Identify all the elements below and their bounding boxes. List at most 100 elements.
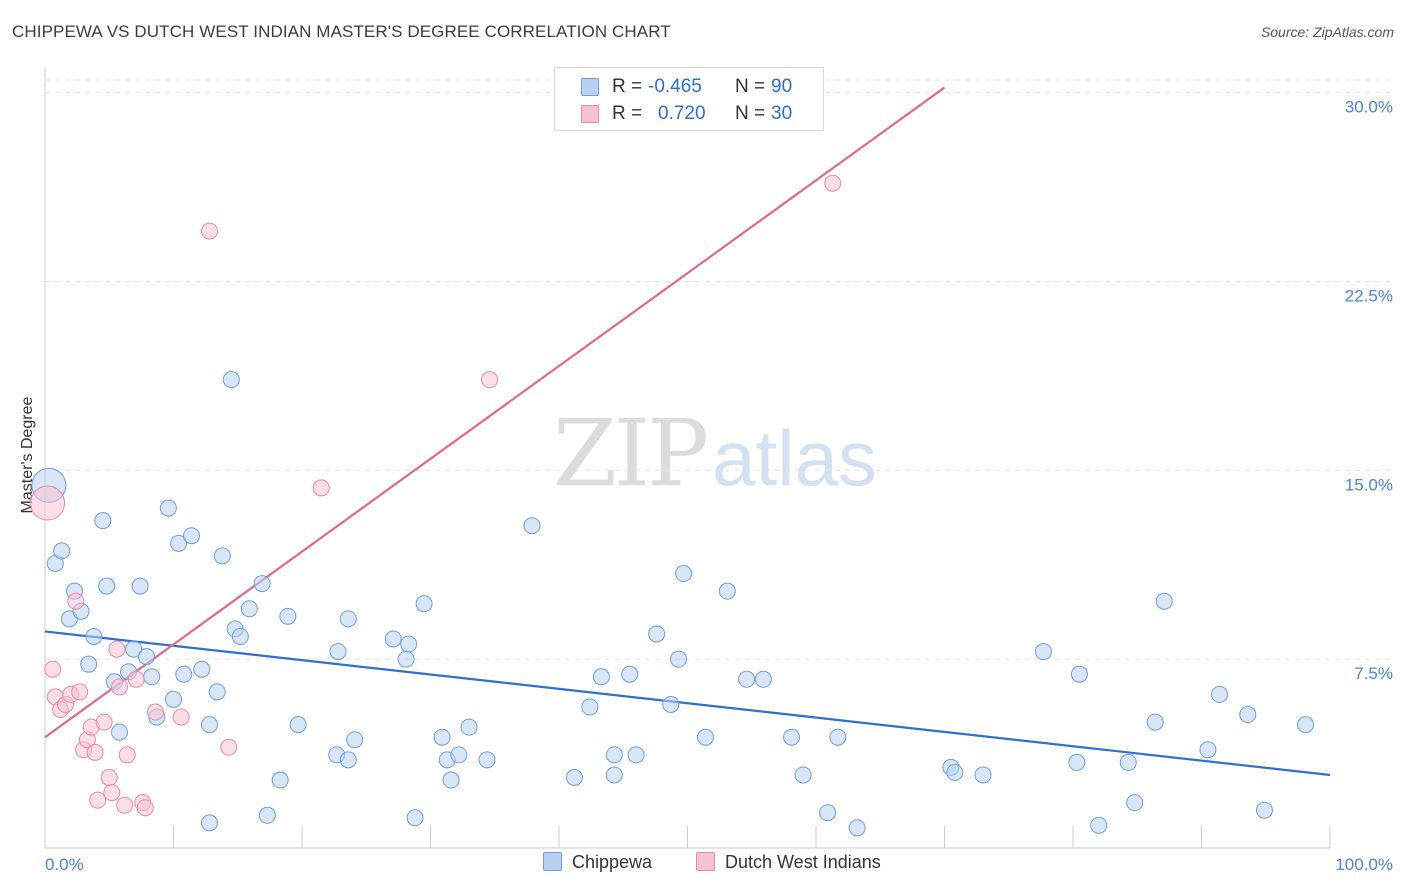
dwi-point (172, 708, 190, 726)
gridlines (45, 79, 1393, 660)
chippewa-point (648, 625, 666, 643)
chippewa-point (98, 577, 116, 595)
chippewa-point (175, 665, 193, 683)
chippewa-point (794, 766, 812, 784)
chippewa-point (670, 650, 688, 668)
chippewa-point (339, 751, 357, 769)
chippewa-point (258, 806, 276, 824)
bottom-legend-dwi: Dutch West Indians (696, 852, 881, 873)
chippewa-point (53, 542, 71, 560)
chippewa-point (848, 819, 866, 837)
chippewa-point (1034, 643, 1052, 661)
chippewa-point (406, 809, 424, 827)
dwi-point (136, 799, 154, 817)
chippewa-point (450, 746, 468, 764)
y-tick-label: 15.0% (1345, 475, 1393, 494)
dwi-point (200, 222, 218, 240)
chippewa-point (696, 728, 714, 746)
chippewa-point (231, 627, 249, 645)
x-tick-label-min: 0.0% (45, 855, 84, 874)
dwi-point (111, 678, 129, 696)
chippewa-point (433, 728, 451, 746)
legend-n-label: N = (735, 76, 766, 97)
source-credit: Source: ZipAtlas.com (1260, 24, 1394, 40)
chippewa-point (1119, 753, 1137, 771)
chippewa-point (621, 665, 639, 683)
chippewa-point (442, 771, 460, 789)
chippewa-point (1155, 592, 1173, 610)
dwi-point (67, 592, 85, 610)
chippewa-point (675, 565, 693, 583)
chart-title: CHIPPEWA VS DUTCH WEST INDIAN MASTER'S D… (12, 22, 671, 41)
chippewa-point (397, 650, 415, 668)
chippewa-point (1146, 713, 1164, 731)
dwi-point (30, 485, 66, 521)
chippewa-point (662, 695, 680, 713)
legend-r-value: -0.465 (648, 76, 702, 97)
chippewa-point (125, 640, 143, 658)
legend-r-label: R = (612, 103, 643, 124)
chippewa-legend-swatch (543, 852, 562, 871)
dwi-trend-line (44, 86, 946, 739)
chippewa-point (819, 804, 837, 822)
dwi-point (481, 371, 499, 389)
legend-n-value: 30 (771, 103, 793, 124)
dwi-point (108, 640, 126, 658)
dwi-point (127, 670, 145, 688)
dwi-point (95, 713, 113, 731)
correlation-legend: R = -0.465 N = 90 R = 0.720 N = 30 (554, 67, 824, 131)
chippewa-point (478, 751, 496, 769)
chippewa-point (200, 716, 218, 734)
chippewa-point (346, 731, 364, 749)
axes (44, 68, 1331, 849)
chippewa-point (384, 630, 402, 648)
chippewa-point (400, 635, 418, 653)
chippewa-point (946, 763, 964, 781)
y-tick-label: 30.0% (1345, 98, 1393, 117)
chippewa-point (279, 607, 297, 625)
dwi-point (71, 683, 89, 701)
chippewa-point (94, 512, 112, 530)
chippewa-trend-line (44, 630, 1331, 777)
chippewa-point (143, 668, 161, 686)
chippewa-point (523, 517, 541, 535)
legend-row-dwi: R = 0.720 N = 30 (555, 100, 823, 128)
chippewa-point (829, 728, 847, 746)
chippewa-point (974, 766, 992, 784)
chippewa-point (1297, 716, 1315, 734)
dwi-point (312, 479, 330, 497)
chippewa-point (240, 600, 258, 618)
chippewa-point (783, 728, 801, 746)
legend-r-value: 0.720 (658, 103, 706, 124)
trend-lines (44, 86, 1331, 777)
chippewa-point (138, 648, 156, 666)
chippewa-point (165, 690, 182, 708)
legend-n-label: N = (735, 103, 766, 124)
chippewa-point (1210, 685, 1228, 703)
chippewa-point (193, 660, 211, 678)
dwi-point (89, 791, 107, 809)
chippewa-point (1068, 753, 1086, 771)
chippewa-point (329, 643, 347, 661)
chippewa-point (208, 683, 226, 701)
y-tick-label: 22.5% (1345, 286, 1393, 305)
chippewa-point (627, 746, 645, 764)
legend-row-chippewa: R = -0.465 N = 90 (555, 73, 823, 101)
chippewa-point (1199, 741, 1217, 759)
chippewa-point (253, 575, 271, 593)
chippewa-point (170, 534, 188, 552)
dwi-point (118, 746, 136, 764)
x-tick-label-max: 100.0% (1335, 855, 1393, 874)
chippewa-point (85, 627, 103, 645)
chippewa-point (592, 668, 610, 686)
y-tick-label: 7.5% (1354, 664, 1393, 683)
dwi-point (220, 738, 238, 756)
data-points (30, 174, 1315, 837)
legend-r-label: R = (612, 76, 643, 97)
dwi-point (100, 768, 118, 786)
dwi-legend-label: Dutch West Indians (725, 852, 881, 872)
chippewa-point (415, 595, 433, 613)
dwi-legend-swatch (696, 852, 715, 871)
chippewa-point (1070, 665, 1088, 683)
